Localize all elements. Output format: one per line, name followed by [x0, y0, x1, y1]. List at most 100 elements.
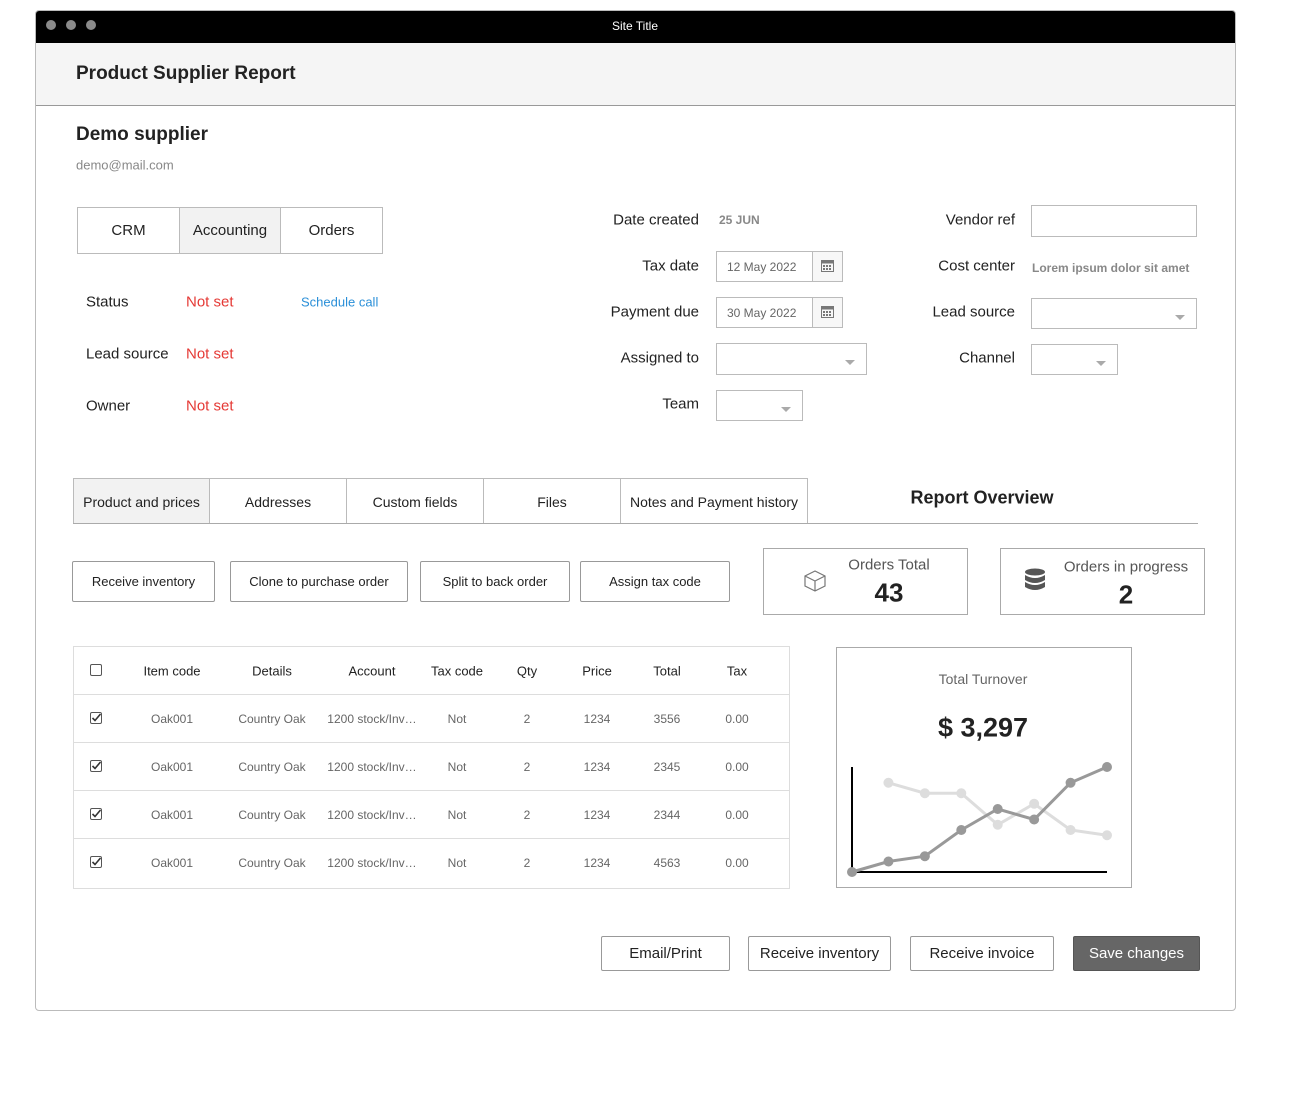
form-label: Date created — [613, 211, 699, 229]
button[interactable]: Split to back order — [420, 561, 570, 602]
tab[interactable]: Addresses — [209, 478, 347, 524]
table-cell: Oak001 — [150, 856, 194, 870]
table-header: Qty — [516, 663, 538, 679]
field-label: Lead source — [86, 345, 169, 363]
button[interactable]: Assign tax code — [580, 561, 730, 602]
table-cell: 2 — [523, 760, 531, 774]
table-cell: Oak001 — [150, 712, 194, 726]
tab[interactable]: Custom fields — [346, 478, 484, 524]
tab[interactable]: CRM — [77, 207, 180, 254]
checkbox — [90, 760, 102, 772]
calendar-icon — [821, 260, 834, 272]
checkbox — [90, 664, 102, 676]
table-cell: 2 — [523, 856, 531, 870]
form-label: Payment due — [610, 303, 699, 321]
field-label: Owner — [86, 397, 131, 415]
select[interactable] — [1031, 298, 1197, 329]
series-point — [1065, 777, 1076, 788]
table-cell: 1234 — [583, 760, 611, 774]
field-label: Status — [86, 293, 129, 311]
series-point — [956, 825, 967, 835]
card-title: Total Turnover — [938, 671, 1028, 687]
series-point — [1029, 814, 1040, 825]
tabs-underline — [73, 523, 1198, 524]
database-icon — [1025, 568, 1045, 590]
row-divider — [74, 790, 789, 791]
tab[interactable]: Product and prices — [73, 478, 210, 524]
table-cell: Country Oak — [238, 712, 306, 726]
section-title: Report Overview — [910, 487, 1054, 508]
table-cell: Not — [447, 712, 467, 726]
table-cell: Not — [447, 856, 467, 870]
tab[interactable]: Files — [483, 478, 621, 524]
supplier-email: demo@mail.com — [76, 157, 174, 173]
table — [73, 646, 790, 889]
series-point — [883, 856, 894, 867]
series-point — [1065, 825, 1076, 835]
table-cell: 1200 stock/Inv… — [327, 808, 417, 822]
table-cell: 4563 — [653, 856, 681, 870]
title-bar — [36, 11, 1235, 43]
series-point — [992, 804, 1003, 814]
row-divider — [74, 694, 789, 695]
button[interactable]: Email/Print — [601, 936, 730, 971]
text-input[interactable] — [1031, 205, 1197, 237]
window-dot — [86, 20, 96, 30]
kpi-card — [1000, 548, 1205, 615]
table-header: Item code — [143, 663, 201, 679]
kpi-value: 43 — [874, 577, 904, 608]
table-cell: 1234 — [583, 808, 611, 822]
table-cell: 0.00 — [725, 712, 749, 726]
tab[interactable]: Notes and Payment history — [620, 478, 808, 524]
table-cell: 3556 — [653, 712, 681, 726]
select[interactable] — [716, 343, 867, 375]
series-point — [1102, 830, 1112, 841]
kpi-label: Orders in progress — [1063, 558, 1189, 576]
line-chart — [847, 762, 1112, 877]
table-cell: 0.00 — [725, 760, 749, 774]
supplier-name: Demo supplier — [76, 124, 208, 145]
series-point — [992, 819, 1003, 830]
kpi-value: 2 — [1118, 579, 1134, 610]
table-cell: Not — [447, 760, 467, 774]
table-cell: 1200 stock/Inv… — [327, 856, 417, 870]
calendar-icon — [821, 306, 834, 318]
series-point — [883, 777, 894, 788]
form-label: Assigned to — [620, 349, 699, 367]
cube-icon — [804, 570, 826, 592]
series-line — [851, 765, 1108, 874]
table-cell: 1200 stock/Inv… — [327, 760, 417, 774]
button[interactable]: Clone to purchase order — [230, 561, 408, 602]
tab[interactable]: Orders — [280, 207, 383, 254]
button[interactable]: Receive invoice — [910, 936, 1054, 971]
table-cell: 0.00 — [725, 808, 749, 822]
table-cell: Oak001 — [150, 808, 194, 822]
table-cell: 1234 — [583, 712, 611, 726]
table-cell: 2344 — [653, 808, 681, 822]
series-point — [847, 867, 857, 877]
button[interactable]: Receive inventory — [748, 936, 891, 971]
form-label: Channel — [959, 349, 1015, 367]
checkbox — [90, 808, 102, 820]
tab[interactable]: Accounting — [179, 207, 281, 254]
table-header: Details — [252, 663, 292, 679]
window-frame — [35, 10, 1236, 1011]
series-point — [919, 851, 930, 862]
turnover-card — [836, 647, 1132, 888]
dropdown-caret — [845, 360, 855, 365]
table-cell: Country Oak — [238, 808, 306, 822]
table-header: Tax — [726, 663, 748, 679]
table-header: Tax code — [430, 663, 484, 679]
form-label: Lead source — [932, 303, 1015, 321]
select[interactable] — [716, 390, 803, 421]
table-cell: Not — [447, 808, 467, 822]
link[interactable]: Schedule call — [301, 294, 379, 310]
button[interactable]: Receive inventory — [72, 561, 215, 602]
header-bar — [36, 43, 1235, 106]
series-point — [1102, 762, 1112, 772]
button[interactable]: Save changes — [1073, 936, 1200, 971]
select[interactable] — [1031, 344, 1118, 375]
dropdown-caret — [781, 406, 791, 412]
